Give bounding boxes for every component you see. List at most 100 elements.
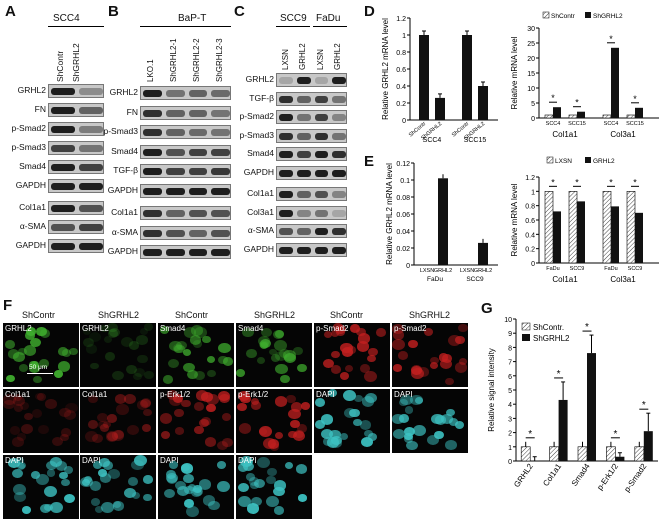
- nucleus: [399, 414, 409, 423]
- blot-row-label: p-Smad2: [230, 111, 274, 121]
- blot-band: [143, 129, 162, 136]
- blot-strip: [276, 73, 347, 87]
- blot-band: [297, 133, 311, 140]
- nucleus: [19, 364, 28, 372]
- nucleus: [97, 413, 108, 422]
- blot-row-label: Col1a1: [230, 188, 274, 198]
- blot-strip: [140, 206, 231, 220]
- stain-label: Smad4: [160, 324, 185, 333]
- blot-band: [332, 210, 346, 217]
- micrograph-tile: p-Erk1/2: [236, 389, 312, 453]
- y-tick-label: 30: [527, 26, 535, 33]
- blot-strip: [276, 110, 347, 124]
- nucleus: [36, 327, 46, 336]
- nucleus: [298, 494, 307, 501]
- y-tick-label: 1: [508, 445, 512, 452]
- blot-band: [315, 247, 329, 254]
- bar-shcontr: [545, 115, 553, 118]
- blot-band: [143, 210, 162, 217]
- bar-shgrhl2: [615, 457, 624, 461]
- nucleus: [275, 432, 283, 439]
- y-tick-label: 0.8: [396, 50, 406, 57]
- nucleus: [105, 352, 115, 361]
- lane-label: LXSN: [316, 49, 325, 70]
- y-tick-label: 10: [527, 86, 535, 93]
- nucleus: [217, 441, 228, 450]
- blot-band: [279, 170, 293, 177]
- nucleus: [431, 414, 444, 425]
- nucleus: [440, 359, 452, 369]
- stain-label: p-Smad2: [394, 324, 426, 333]
- blot-strip: [140, 145, 231, 159]
- nucleus: [207, 356, 216, 363]
- nucleus: [22, 506, 31, 514]
- nucleus: [257, 357, 265, 364]
- x-tick-label: p-Erk1/2: [595, 462, 620, 492]
- y-tick-label: 0.6: [396, 67, 406, 74]
- nucleus: [5, 340, 16, 349]
- nucleus: [273, 487, 284, 497]
- y-tick-label: 15: [527, 71, 535, 78]
- blot-band: [297, 191, 311, 198]
- blot-row-label: GAPDH: [230, 244, 274, 254]
- nucleus: [446, 409, 454, 416]
- x-tick-label: FaDu: [546, 266, 559, 272]
- panel-label-a: A: [5, 3, 16, 20]
- nucleus: [273, 330, 284, 339]
- nucleus: [445, 440, 457, 450]
- blot-band: [143, 188, 162, 195]
- significance-star: *: [609, 34, 613, 44]
- y-tick-label: 5: [508, 388, 512, 395]
- y-tick-label: 0: [508, 459, 512, 466]
- bar-shcontr: [550, 447, 559, 461]
- bar-shgrhl2: [635, 108, 643, 118]
- nucleus: [455, 362, 467, 372]
- nucleus: [194, 402, 204, 411]
- nucleus: [142, 424, 151, 432]
- blot-row-label: Col1a1: [2, 202, 46, 212]
- blot-band: [332, 170, 346, 177]
- nucleus: [360, 420, 371, 429]
- x-tick-label: SCC15: [626, 121, 644, 127]
- scale-bar: [27, 373, 53, 374]
- nucleus: [280, 375, 290, 384]
- scale-bar-label: 50 μm: [29, 364, 47, 371]
- y-tick-label: 1: [531, 189, 535, 196]
- nucleus: [92, 434, 103, 443]
- stain-label: DAPI: [238, 456, 257, 465]
- blot-band: [297, 210, 311, 217]
- blot-band: [332, 191, 346, 198]
- y-tick-label: 0: [531, 116, 535, 123]
- gene-label: Col3a1: [610, 275, 636, 284]
- y-axis-label: Relative GRHL2 mRNA level: [385, 163, 394, 265]
- blot-row-label: GAPDH: [2, 240, 46, 250]
- nucleus: [86, 344, 97, 353]
- blot-band: [166, 168, 185, 175]
- x-tick-label: SCC4: [546, 121, 561, 127]
- nucleus: [126, 365, 136, 374]
- bar-lxsn: [569, 191, 577, 263]
- significance-star: *: [585, 322, 589, 333]
- nucleus: [297, 364, 307, 372]
- bar-grhl2: [635, 213, 643, 263]
- header-line: [313, 26, 347, 27]
- nucleus: [12, 469, 23, 478]
- y-tick-label: 10: [504, 317, 512, 324]
- bar-lxsn: [545, 191, 553, 263]
- lane-label: GRHL2: [298, 43, 307, 70]
- nucleus: [315, 398, 325, 407]
- bar-lxsn: [627, 191, 635, 263]
- blot-band: [189, 129, 208, 136]
- bar: [435, 98, 445, 120]
- nucleus: [368, 433, 377, 441]
- nucleus: [340, 372, 350, 380]
- nucleus: [13, 484, 26, 495]
- blot-band: [332, 77, 346, 84]
- blot-band: [211, 110, 230, 117]
- nucleus: [60, 434, 69, 441]
- stain-label: p-Smad2: [316, 324, 348, 333]
- stain-label: DAPI: [316, 390, 335, 399]
- blot-band: [51, 183, 75, 190]
- lane-label: LXSN: [281, 49, 290, 70]
- nucleus: [143, 475, 153, 483]
